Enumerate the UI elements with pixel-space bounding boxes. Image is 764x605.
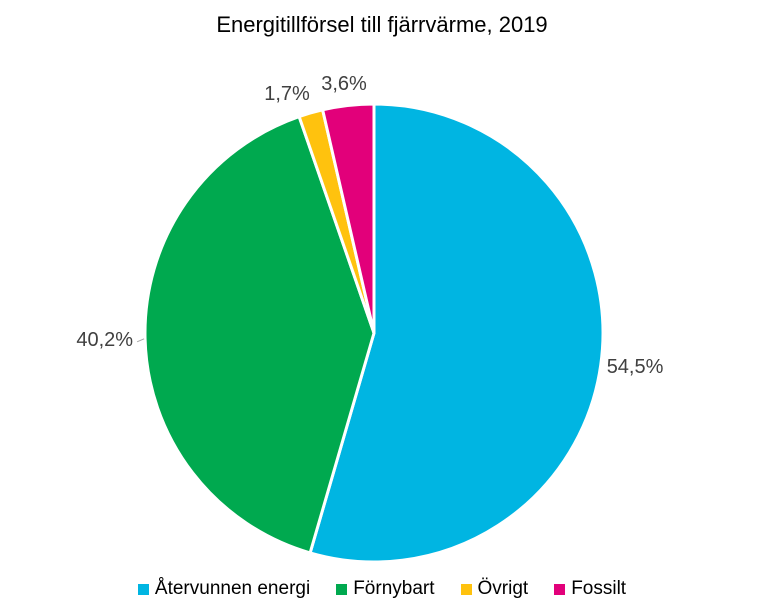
legend-item-fossilt: Fossilt xyxy=(554,578,626,600)
pie-slices xyxy=(143,102,605,564)
legend-item-fornybart: Förnybart xyxy=(336,578,435,600)
pie-slice xyxy=(143,115,376,555)
pie-slice xyxy=(308,102,605,564)
legend-label: Förnybart xyxy=(353,578,435,599)
data-labels: 54,5% 40,2% 1,7% 3,6% xyxy=(76,73,663,378)
legend-swatch xyxy=(137,583,149,595)
chart-title: Energitillförsel till fjärrvärme, 2019 xyxy=(216,12,548,37)
legend-item-atervunnen: Återvunnen energi xyxy=(137,578,311,600)
pie-slice xyxy=(321,102,376,335)
data-label: 3,6% xyxy=(321,73,367,95)
data-label: 1,7% xyxy=(264,83,310,105)
legend-swatch xyxy=(336,583,348,595)
legend-swatch xyxy=(554,583,566,595)
legend: Återvunnen energi Förnybart Övrigt Fossi… xyxy=(0,578,764,600)
legend-label: Fossilt xyxy=(571,578,627,599)
leader-lines xyxy=(136,338,145,343)
data-label: 54,5% xyxy=(607,356,664,378)
legend-item-ovrigt: Övrigt xyxy=(460,578,529,600)
legend-swatch xyxy=(460,583,472,595)
leader-line xyxy=(136,338,145,343)
legend-label: Övrigt xyxy=(477,578,529,599)
legend-label: Återvunnen energi xyxy=(154,578,311,599)
data-label: 40,2% xyxy=(76,329,133,351)
